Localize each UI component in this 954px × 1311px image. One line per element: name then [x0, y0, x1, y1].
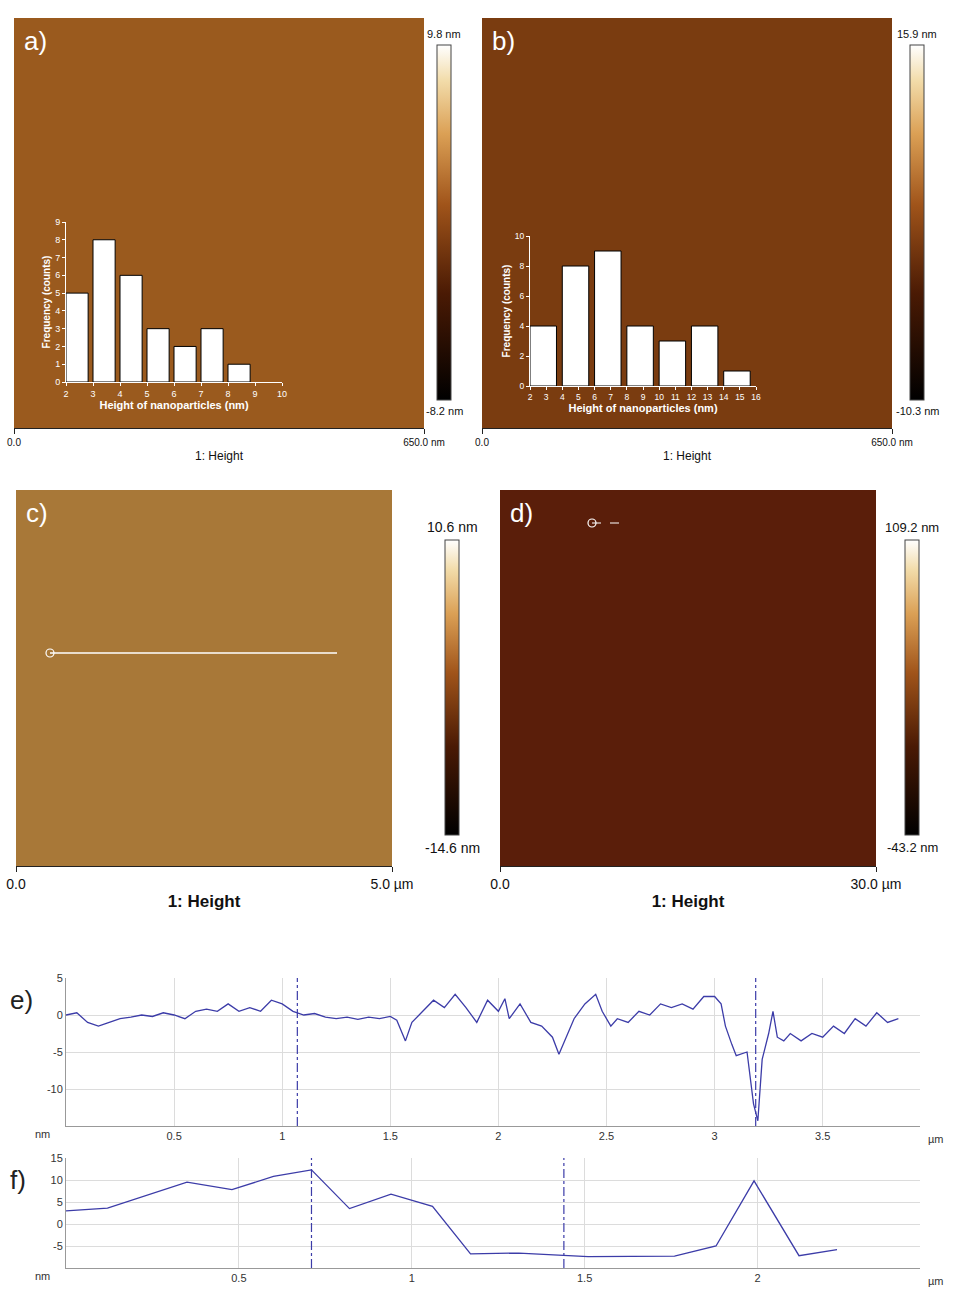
- svg-text:8: 8: [624, 392, 629, 402]
- svg-text:-5: -5: [53, 1046, 63, 1058]
- svg-text:12: 12: [687, 392, 697, 402]
- svg-text:7: 7: [608, 392, 613, 402]
- svg-text:6: 6: [55, 270, 60, 280]
- svg-text:d): d): [510, 498, 533, 528]
- svg-text:15.9 nm: 15.9 nm: [897, 28, 937, 40]
- svg-text:2: 2: [754, 1272, 760, 1284]
- svg-text:15: 15: [51, 1152, 63, 1164]
- svg-text:1: Height: 1: Height: [195, 449, 244, 463]
- svg-text:3.5: 3.5: [815, 1130, 830, 1142]
- svg-text:1: Height: 1: Height: [663, 449, 712, 463]
- svg-text:2: 2: [495, 1130, 501, 1142]
- svg-text:c): c): [26, 498, 48, 528]
- svg-text:4: 4: [560, 392, 565, 402]
- svg-text:0.0: 0.0: [6, 876, 26, 892]
- svg-text:1.5: 1.5: [577, 1272, 592, 1284]
- svg-text:-43.2 nm: -43.2 nm: [887, 840, 938, 855]
- svg-text:10.6 nm: 10.6 nm: [427, 519, 478, 535]
- svg-text:4: 4: [520, 321, 525, 331]
- svg-text:30.0 µm: 30.0 µm: [851, 876, 902, 892]
- svg-text:9: 9: [252, 389, 257, 399]
- svg-text:Frequency (counts): Frequency (counts): [501, 265, 512, 358]
- svg-text:5: 5: [55, 288, 60, 298]
- svg-text:1: Height: 1: Height: [168, 892, 241, 911]
- svg-text:10: 10: [51, 1174, 63, 1186]
- svg-text:1: 1: [409, 1272, 415, 1284]
- svg-text:3: 3: [544, 392, 549, 402]
- svg-text:5: 5: [57, 972, 63, 984]
- svg-text:e): e): [10, 985, 33, 1015]
- svg-text:2.5: 2.5: [599, 1130, 614, 1142]
- svg-text:6: 6: [520, 291, 525, 301]
- svg-text:1: Height: 1: Height: [652, 892, 725, 911]
- svg-text:µm: µm: [928, 1275, 944, 1287]
- svg-text:2: 2: [528, 392, 533, 402]
- svg-text:Height of nanoparticles (nm): Height of nanoparticles (nm): [568, 402, 717, 414]
- svg-text:5: 5: [144, 389, 149, 399]
- svg-text:2: 2: [520, 351, 525, 361]
- svg-text:0.0: 0.0: [490, 876, 510, 892]
- svg-text:2: 2: [63, 389, 68, 399]
- svg-text:14: 14: [719, 392, 729, 402]
- svg-text:5: 5: [576, 392, 581, 402]
- svg-text:0.0: 0.0: [475, 437, 489, 448]
- svg-text:10: 10: [515, 231, 525, 241]
- svg-text:0.0: 0.0: [7, 437, 21, 448]
- svg-text:1.5: 1.5: [383, 1130, 398, 1142]
- svg-text:f): f): [10, 1165, 26, 1195]
- svg-text:b): b): [492, 26, 515, 56]
- svg-text:13: 13: [703, 392, 713, 402]
- svg-text:0: 0: [55, 377, 60, 387]
- svg-text:7: 7: [198, 389, 203, 399]
- svg-text:9.8 nm: 9.8 nm: [427, 28, 461, 40]
- svg-text:8: 8: [520, 261, 525, 271]
- svg-text:-8.2 nm: -8.2 nm: [426, 405, 463, 417]
- svg-text:9: 9: [55, 217, 60, 227]
- svg-text:3: 3: [712, 1130, 718, 1142]
- svg-text:16: 16: [751, 392, 761, 402]
- svg-text:1: 1: [279, 1130, 285, 1142]
- svg-text:a): a): [24, 26, 47, 56]
- svg-text:Frequency (counts): Frequency (counts): [41, 256, 52, 349]
- svg-text:4: 4: [117, 389, 122, 399]
- svg-text:2: 2: [55, 342, 60, 352]
- svg-text:650.0 nm: 650.0 nm: [403, 437, 445, 448]
- svg-text:-10: -10: [47, 1083, 63, 1095]
- svg-text:0: 0: [520, 381, 525, 391]
- svg-text:9: 9: [641, 392, 646, 402]
- svg-text:0: 0: [57, 1009, 63, 1021]
- svg-text:5.0 µm: 5.0 µm: [370, 876, 413, 892]
- svg-text:nm: nm: [35, 1128, 50, 1140]
- svg-text:µm: µm: [928, 1133, 944, 1145]
- svg-text:-10.3 nm: -10.3 nm: [896, 405, 939, 417]
- svg-text:Height of nanoparticles (nm): Height of nanoparticles (nm): [99, 399, 248, 411]
- svg-text:6: 6: [592, 392, 597, 402]
- svg-text:11: 11: [671, 392, 680, 402]
- svg-text:0.5: 0.5: [166, 1130, 181, 1142]
- svg-text:0: 0: [57, 1218, 63, 1230]
- svg-text:4: 4: [55, 306, 60, 316]
- svg-text:10: 10: [277, 389, 287, 399]
- svg-text:3: 3: [90, 389, 95, 399]
- svg-text:1: 1: [55, 359, 60, 369]
- svg-text:5: 5: [57, 1196, 63, 1208]
- svg-text:6: 6: [171, 389, 176, 399]
- svg-text:-14.6 nm: -14.6 nm: [425, 840, 480, 856]
- svg-text:15: 15: [735, 392, 745, 402]
- svg-text:109.2 nm: 109.2 nm: [885, 520, 939, 535]
- svg-text:7: 7: [55, 253, 60, 263]
- svg-text:8: 8: [225, 389, 230, 399]
- svg-text:10: 10: [654, 392, 664, 402]
- svg-text:8: 8: [55, 235, 60, 245]
- svg-text:nm: nm: [35, 1270, 50, 1282]
- svg-text:3: 3: [55, 324, 60, 334]
- svg-text:0.5: 0.5: [231, 1272, 246, 1284]
- svg-text:650.0 nm: 650.0 nm: [871, 437, 913, 448]
- svg-text:-5: -5: [53, 1240, 63, 1252]
